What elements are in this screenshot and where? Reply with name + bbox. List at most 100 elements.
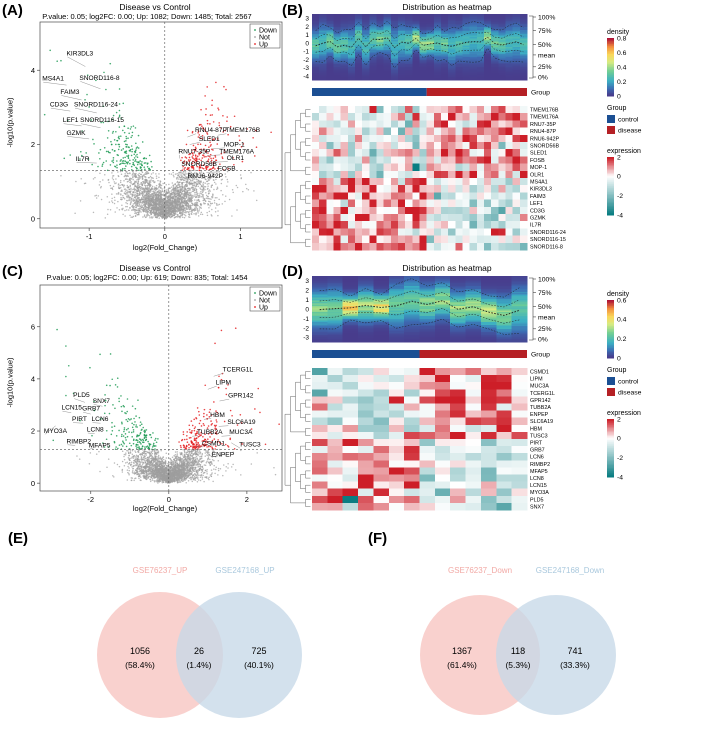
panel-e-venn: (E) GSE76237_UP GSE247168_UP 1056 (58.4%…: [0, 520, 360, 732]
density-heatmap: [312, 14, 528, 81]
expression-heatmap: [312, 368, 528, 511]
expression-legend-tick: 2: [617, 416, 621, 423]
density-legend-tick: 0.4: [617, 64, 627, 71]
quantile-curve-mean: [315, 37, 524, 49]
heatmap-row-label: TMEM176A: [530, 115, 559, 121]
density-legend-tick: 0.2: [617, 79, 627, 86]
gene-label: MOP-1: [224, 141, 245, 148]
panel-b-heatmap: (B) Distribution as heatmap 3 2 1 0 -1 -2 -3 -4…: [282, 0, 708, 258]
group-bar-disease: [426, 88, 527, 96]
heatmap-row-label: KIR3DL3: [530, 187, 552, 193]
expression-legend-tick: -2: [617, 193, 623, 200]
heatmap-row-label: TMEM176B: [530, 108, 559, 114]
heatmap-row-label: SNORD116-8: [530, 244, 563, 250]
heatmap-row-label: TCERG1L: [530, 391, 555, 397]
x-tick-label: 1: [238, 232, 242, 241]
panel-c-ylabel: -log10(p.value): [5, 357, 15, 408]
plot-frame: [39, 284, 283, 492]
legend-item-up: Up: [259, 42, 268, 49]
group-legend-swatch-control: [607, 115, 615, 123]
panel-a-tag: (A): [2, 2, 23, 19]
group-bar-label: Group: [531, 90, 550, 97]
expression-legend-tick: -2: [617, 455, 623, 462]
panel-d-tag: (D): [282, 263, 303, 280]
venn-e-intersect-count: 26: [193, 646, 204, 656]
quantile-curve-q100: [315, 20, 524, 34]
gene-label: PIRT: [72, 416, 87, 423]
panel-d-title: Distribution as heatmap: [402, 263, 492, 273]
venn-f-intersect-count: 118: [510, 646, 526, 656]
x-tick-label: -2: [87, 495, 94, 504]
gene-label: SNORD56B: [181, 161, 217, 168]
gene-label: CD3G: [50, 102, 68, 109]
heatmap-row-label: IL7R: [530, 223, 541, 229]
quantile-label-50pct: 50%: [538, 42, 552, 49]
panel-c-volcano: (C) Disease vs Control P.value: 0.05; lo…: [0, 258, 290, 520]
density-y-tick: -1: [303, 49, 309, 56]
gene-label: TUBB2A: [197, 429, 223, 436]
gene-label: GRB7: [82, 406, 100, 413]
gene-label: HBM: [210, 412, 225, 419]
venn-f-intersect-pct: (5.3%): [505, 660, 531, 670]
heatmap-row-label: HBM: [530, 426, 542, 432]
gene-label: SNORD116-15: [80, 117, 124, 124]
gene-label: TCERG1L: [223, 367, 254, 374]
heatmap-row-label: LCN6: [530, 455, 544, 461]
legend-box: [249, 286, 281, 312]
density-colorbar: [607, 38, 614, 97]
quantile-curve-q0: [315, 47, 524, 69]
expression-legend-tick: -4: [617, 474, 623, 481]
density-colorbar: [607, 300, 614, 359]
heatmap-row-label: RNU7-35P: [530, 122, 556, 128]
venn-f-left-count: 1367: [451, 646, 473, 656]
gene-label: OLR1: [227, 155, 245, 162]
quantile-brace: [529, 277, 534, 341]
y-tick-label: 0: [31, 479, 35, 488]
venn-e-right-label: GSE247168_UP: [215, 566, 275, 575]
gene-label: SNORD116-24: [74, 102, 118, 109]
panel-c-title: Disease vs Control: [119, 263, 191, 273]
quantile-curve-q50: [319, 300, 520, 316]
heatmap-row-label: MFAP5: [530, 469, 548, 475]
heatmap-row-label: MS4A1: [530, 180, 548, 186]
density-y-tick: -3: [303, 65, 309, 72]
heatmap-row-label: PLD5: [530, 497, 544, 503]
gene-label: LIPM: [216, 380, 231, 387]
gene-label: LCN6: [92, 416, 109, 423]
gene-label: CSMD1: [202, 440, 225, 447]
quantile-label-100pct: 100%: [538, 276, 555, 283]
panel-a-ylabel: -log10(p.value): [5, 97, 15, 148]
legend-item-not: Not: [259, 35, 270, 42]
heatmap-row-label: TUSC3: [530, 433, 548, 439]
venn-f-left-pct: (61.4%): [447, 660, 477, 670]
gene-label: MYO3A: [44, 428, 68, 435]
legend-item-down: Down: [259, 291, 277, 298]
density-legend-tick: 0.8: [617, 35, 627, 42]
quantile-label-25pct: 25%: [538, 64, 552, 71]
heatmap-row-label: SNX7: [530, 504, 544, 510]
density-legend-tick: 0: [617, 93, 621, 100]
quantile-label-75pct: 75%: [538, 290, 552, 297]
gene-label: IL7R: [76, 156, 90, 163]
venn-f-right-circle: [496, 595, 616, 715]
panel-c-xlabel: log2(Fold_Change): [132, 504, 198, 513]
heatmap-row-label: SLC6A19: [530, 419, 553, 425]
density-y-tick: -4: [303, 73, 309, 80]
heatmap-row-label: ENPEP: [530, 412, 549, 418]
quantile-label-0pct: 0%: [538, 74, 548, 81]
gene-label: LEF1: [63, 117, 79, 124]
gene-label: FOSB: [218, 165, 237, 172]
quantile-label-100pct: 100%: [538, 14, 555, 21]
group-bar-control: [312, 350, 420, 358]
quantile-curve-q0: [319, 318, 520, 335]
density-legend-title: density: [607, 291, 630, 298]
gene-label: KIR3DL3: [66, 50, 93, 57]
expression-legend-title: expression: [607, 148, 641, 155]
group-legend-swatch-disease: [607, 126, 615, 134]
gene-label: SLED1: [199, 136, 220, 143]
expression-colorbar: [607, 157, 614, 216]
density-heatmap: [312, 276, 528, 343]
panel-a-title: Disease vs Control: [119, 2, 191, 12]
group-legend-label-disease: disease: [618, 128, 642, 135]
